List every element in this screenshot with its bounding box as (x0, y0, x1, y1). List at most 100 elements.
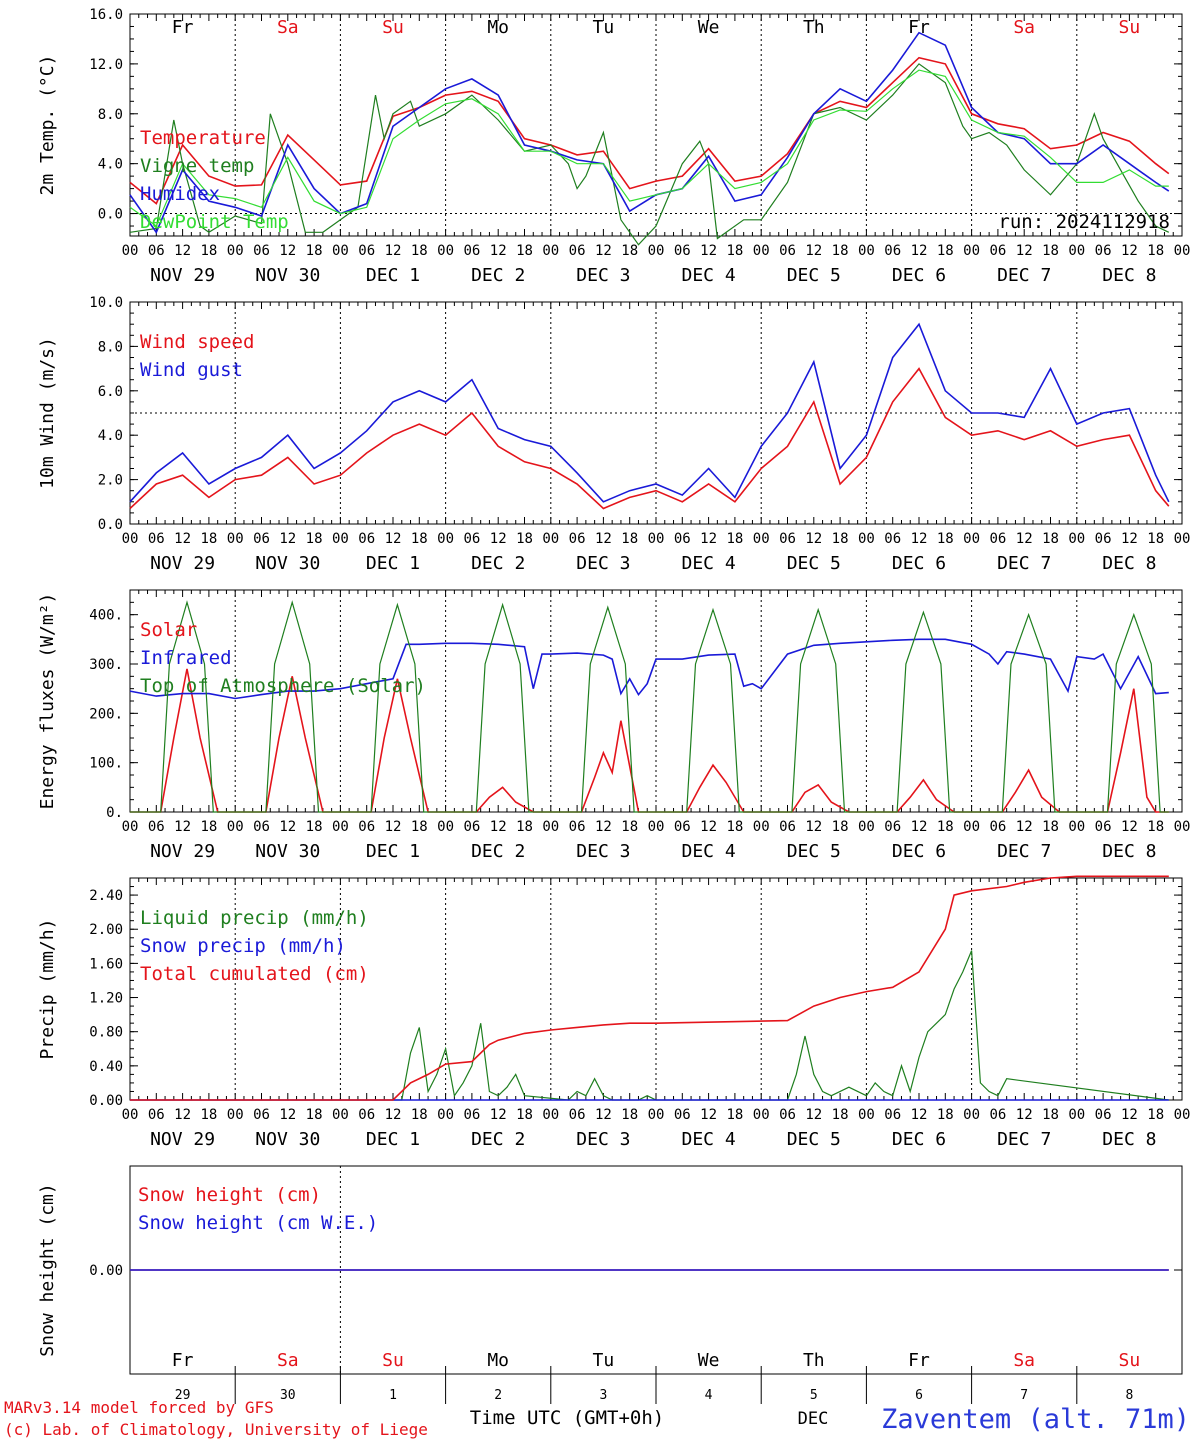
hour-tick-label: 12 (279, 819, 296, 835)
hour-tick-label: 06 (989, 819, 1006, 835)
day-name: Th (803, 1350, 825, 1371)
hour-tick-label: 12 (490, 1107, 507, 1123)
day-name: We (698, 17, 720, 38)
hour-tick-label: 06 (989, 531, 1006, 547)
legend-entry: Liquid precip (mm/h) (140, 907, 369, 929)
y-tick-label: 10.0 (89, 295, 123, 311)
hour-tick-label: 12 (911, 243, 928, 259)
hour-tick-label: 06 (884, 819, 901, 835)
hour-tick-label: 18 (1147, 531, 1164, 547)
legend-entry: Snow precip (mm/h) (140, 935, 346, 957)
hour-tick-label: 12 (595, 819, 612, 835)
day-name: Fr (172, 17, 194, 38)
day-name: Fr (908, 17, 930, 38)
hour-tick-label: 00 (858, 819, 875, 835)
panel-5: 0.00 Snow height (cm) Snow height (cm) Snow… (37, 1165, 1183, 1404)
hour-tick-label: 06 (253, 1107, 270, 1123)
y-tick-label: 2.00 (89, 922, 123, 938)
hour-tick-label: 12 (174, 243, 191, 259)
hour-tick-label: 00 (753, 1107, 770, 1123)
hour-tick-label: 12 (279, 1107, 296, 1123)
date-label: DEC 2 (471, 841, 525, 862)
hour-tick-label: 18 (306, 1107, 323, 1123)
hour-tick-label: 06 (463, 243, 480, 259)
y-axis-label: 10m Wind (m/s) (37, 337, 58, 489)
hour-tick-label: 12 (805, 531, 822, 547)
legend-entry: Temperature (140, 127, 266, 149)
hour-tick-label: 12 (805, 1107, 822, 1123)
hour-tick-label: 06 (884, 243, 901, 259)
day-number: 2 (494, 1388, 502, 1403)
hour-tick-label: 12 (279, 531, 296, 547)
hour-tick-label: 06 (148, 819, 165, 835)
hour-tick-label: 12 (700, 243, 717, 259)
day-name: Th (803, 17, 825, 38)
hour-tick-label: 00 (1068, 243, 1085, 259)
hour-tick-label: 18 (200, 1107, 217, 1123)
hour-tick-label: 18 (621, 819, 638, 835)
date-label: NOV 29 (150, 553, 215, 574)
date-label: DEC 6 (892, 1129, 946, 1150)
hour-tick-label: 12 (385, 1107, 402, 1123)
hour-tick-label: 12 (1016, 1107, 1033, 1123)
hour-tick-label: 12 (385, 531, 402, 547)
hour-tick-label: 00 (858, 1107, 875, 1123)
date-label: DEC 3 (576, 1129, 630, 1150)
day-name: Fr (172, 1350, 194, 1371)
hour-tick-label: 18 (937, 531, 954, 547)
date-label: DEC 8 (1102, 265, 1156, 286)
hour-tick-label: 06 (463, 819, 480, 835)
day-number: 29 (175, 1388, 191, 1403)
date-label: DEC 7 (997, 553, 1051, 574)
date-label: DEC 7 (997, 841, 1051, 862)
hour-tick-label: 18 (832, 243, 849, 259)
hour-tick-label: 00 (648, 531, 665, 547)
hour-tick-label: 00 (648, 243, 665, 259)
model-credit: MARv3.14 model forced by GFS (4, 1398, 274, 1417)
day-number: 1 (389, 1388, 397, 1403)
panel-3: 00 06 12 18 00 06 12 18 00 06 12 18 00 06 12 18 00 06 12 18… (37, 589, 1190, 862)
hour-tick-label: 06 (674, 1107, 691, 1123)
hour-tick-label: 06 (989, 1107, 1006, 1123)
date-label: DEC 7 (997, 265, 1051, 286)
y-tick-label: 2.40 (89, 888, 123, 904)
hour-tick-label: 06 (779, 243, 796, 259)
hour-tick-label: 06 (463, 1107, 480, 1123)
date-label: DEC 3 (576, 553, 630, 574)
hour-tick-label: 06 (148, 1107, 165, 1123)
day-name: Sa (277, 17, 299, 38)
hour-tick-label: 06 (463, 531, 480, 547)
hour-tick-label: 12 (490, 243, 507, 259)
hour-tick-label: 06 (1095, 1107, 1112, 1123)
date-label: NOV 29 (150, 1129, 215, 1150)
series-line-temperature (129, 56, 1170, 205)
hour-tick-label: 06 (1095, 531, 1112, 547)
lab-credit: (c) Lab. of Climatology, University of L… (4, 1420, 428, 1439)
hour-tick-label: 12 (1016, 531, 1033, 547)
hour-tick-label: 18 (621, 243, 638, 259)
hour-tick-label: 18 (516, 243, 533, 259)
hour-tick-label: 18 (1147, 243, 1164, 259)
hour-tick-label: 18 (1042, 1107, 1059, 1123)
hour-tick-label: 12 (1121, 243, 1138, 259)
hour-tick-label: 00 (332, 1107, 349, 1123)
y-tick-label: 16.0 (89, 7, 123, 23)
y-axis-label: 2m Temp. (°C) (37, 55, 58, 196)
hour-tick-label: 06 (674, 819, 691, 835)
hour-tick-label: 00 (332, 819, 349, 835)
hour-tick-label: 00 (963, 1107, 980, 1123)
hour-tick-label: 00 (122, 819, 139, 835)
date-label: DEC 4 (682, 265, 736, 286)
hour-tick-label: 00 (1174, 531, 1191, 547)
hour-tick-label: 00 (227, 819, 244, 835)
y-axis-label: Energy fluxes (W/m²) (37, 593, 58, 810)
date-label: NOV 30 (255, 265, 320, 286)
hour-tick-label: 18 (832, 531, 849, 547)
hour-tick-label: 18 (306, 243, 323, 259)
y-tick-label: 0.00 (89, 1093, 123, 1109)
hour-tick-label: 06 (779, 819, 796, 835)
hour-tick-label: 12 (1016, 243, 1033, 259)
hour-tick-label: 06 (358, 531, 375, 547)
hour-tick-label: 06 (569, 819, 586, 835)
date-label: DEC 1 (366, 553, 420, 574)
